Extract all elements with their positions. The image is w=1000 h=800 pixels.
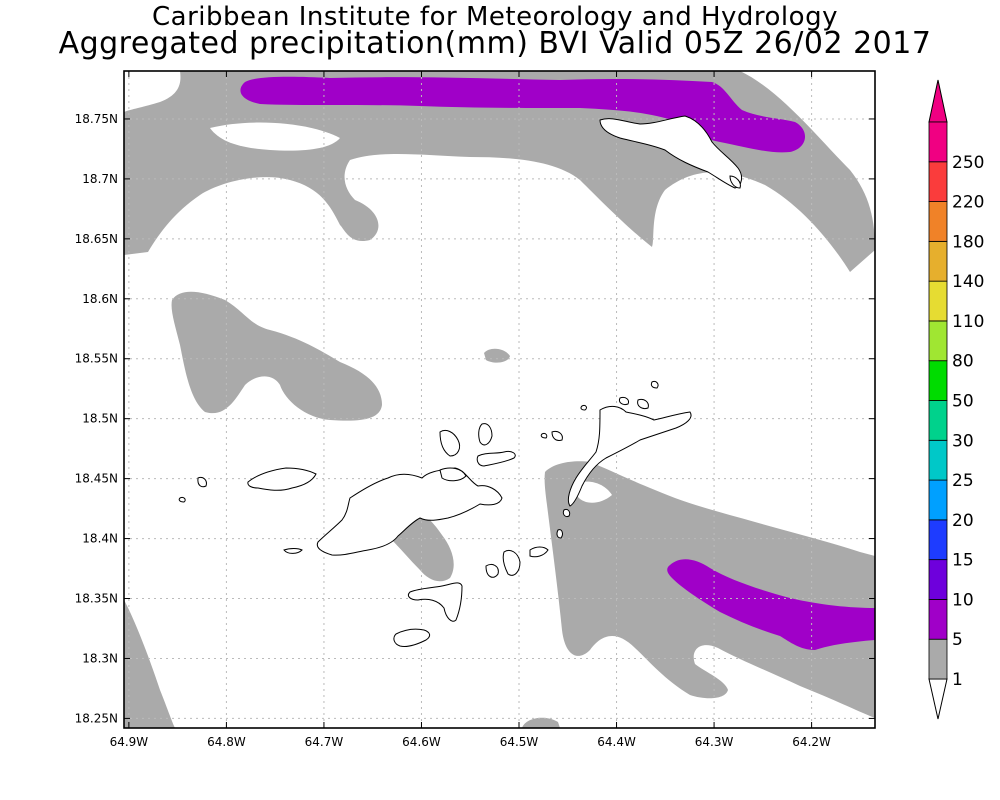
colorbar-swatch xyxy=(928,240,948,282)
colorbar-label: 220 xyxy=(952,193,984,213)
island-virgin-gorda xyxy=(567,405,692,507)
island-west-tiny xyxy=(178,497,186,503)
y-tick-label: 18.75N xyxy=(75,112,118,126)
island-east-small-1 xyxy=(650,381,659,389)
graticule xyxy=(124,71,875,728)
coastlines xyxy=(178,115,743,647)
colorbar-label: 140 xyxy=(952,272,984,292)
y-tick-label: 18.6N xyxy=(82,292,118,306)
island-east-chain-2 xyxy=(556,529,563,539)
y-tick-label: 18.4N xyxy=(82,532,118,546)
colorbar-swatch xyxy=(928,121,948,163)
colorbar-label: 25 xyxy=(952,471,974,491)
colorbar-swatch xyxy=(928,479,948,521)
x-tick-label: 64.5W xyxy=(500,735,539,749)
y-tick-label: 18.7N xyxy=(82,172,118,186)
colorbar-label: 50 xyxy=(952,392,974,412)
colorbar-swatch xyxy=(928,599,948,640)
x-tick-label: 64.6W xyxy=(402,735,441,749)
colorbar-swatch xyxy=(928,201,948,242)
colorbar-swatch xyxy=(928,400,948,441)
colorbar-swatch xyxy=(928,519,948,561)
island-sw-small xyxy=(283,548,303,554)
island-south-1 xyxy=(407,582,463,622)
precip-10mm-areas xyxy=(240,76,875,650)
island-south-3 xyxy=(485,563,499,578)
colorbar-label: 15 xyxy=(952,551,974,571)
island-north-tip xyxy=(729,175,741,189)
island-north xyxy=(599,115,743,189)
map-frame xyxy=(123,70,876,729)
island-west-cluster xyxy=(247,467,317,491)
x-tick-label: 64.8W xyxy=(207,735,246,749)
precip-gap-3 xyxy=(575,481,612,503)
y-tick-label: 18.5N xyxy=(82,412,118,426)
island-east-small-2 xyxy=(637,399,649,409)
colorbar-under-arrow xyxy=(928,678,948,720)
x-tick-label: 64.4W xyxy=(597,735,636,749)
precip-area-southwest xyxy=(124,600,175,728)
y-tick-label: 18.25N xyxy=(75,711,118,725)
island-south-5 xyxy=(529,546,549,558)
island-central-1 xyxy=(439,429,461,457)
precip-gap xyxy=(210,122,340,151)
colorbar-swatch xyxy=(928,161,948,202)
x-tick-label: 64.7W xyxy=(305,735,344,749)
island-south-4 xyxy=(502,549,521,576)
island-central-2 xyxy=(478,423,493,446)
colorbar-label: 20 xyxy=(952,511,974,531)
colorbar-label: 5 xyxy=(952,630,963,650)
precip-10mm-southeast xyxy=(667,559,875,650)
colorbar-swatch xyxy=(928,360,948,401)
island-west-small xyxy=(197,477,207,488)
colorbar-label: 1 xyxy=(952,670,963,690)
y-axis: 18.75N 18.7N 18.65N 18.6N 18.55N 18.5N 18.45N 1… xyxy=(75,112,875,725)
y-tick-label: 18.35N xyxy=(75,592,118,606)
map-area xyxy=(124,71,875,728)
precip-area-bottom xyxy=(522,717,560,728)
precip-area-west xyxy=(171,291,382,421)
colorbar-swatch xyxy=(928,280,948,322)
island-central-3 xyxy=(476,451,516,467)
colorbar-swatch xyxy=(928,320,948,362)
island-east-chain xyxy=(562,509,571,517)
x-axis: 64.9W 64.8W 64.7W 64.6W 64.5W 64.4W 64.3W 64.2W xyxy=(110,71,831,749)
island-east-tiny xyxy=(580,405,587,411)
colorbar-label: 30 xyxy=(952,431,974,451)
island-central-5 xyxy=(540,433,548,439)
island-tortola xyxy=(316,467,503,556)
colorbar-label: 80 xyxy=(952,352,974,372)
y-tick-label: 18.65N xyxy=(75,232,118,246)
colorbar-swatch xyxy=(928,638,948,680)
precip-10mm-north xyxy=(240,76,806,153)
x-tick-label: 64.9W xyxy=(110,735,149,749)
colorbar-over-arrow xyxy=(928,79,948,123)
colorbar-label: 180 xyxy=(952,232,984,252)
island-tortola-east xyxy=(439,467,467,482)
y-tick-label: 18.45N xyxy=(75,472,118,486)
colorbar-swatch xyxy=(928,559,948,600)
chart-subtitle: Aggregated precipitation(mm) BVI Valid 0… xyxy=(58,26,932,61)
colorbar-swatch xyxy=(928,439,948,481)
colorbar-label: 10 xyxy=(952,590,974,610)
island-south-2 xyxy=(393,628,431,647)
chart-title: Caribbean Institute for Meteorology and … xyxy=(152,2,838,32)
y-tick-label: 18.3N xyxy=(82,651,118,665)
island-central-4 xyxy=(551,431,563,441)
precip-gap-2 xyxy=(124,71,181,112)
y-tick-label: 18.55N xyxy=(75,352,118,366)
colorbar-label: 250 xyxy=(952,153,984,173)
colorbar-label: 110 xyxy=(952,312,984,332)
x-tick-label: 64.3W xyxy=(695,735,734,749)
x-tick-label: 64.2W xyxy=(792,735,831,749)
island-east-small-3 xyxy=(619,397,629,405)
